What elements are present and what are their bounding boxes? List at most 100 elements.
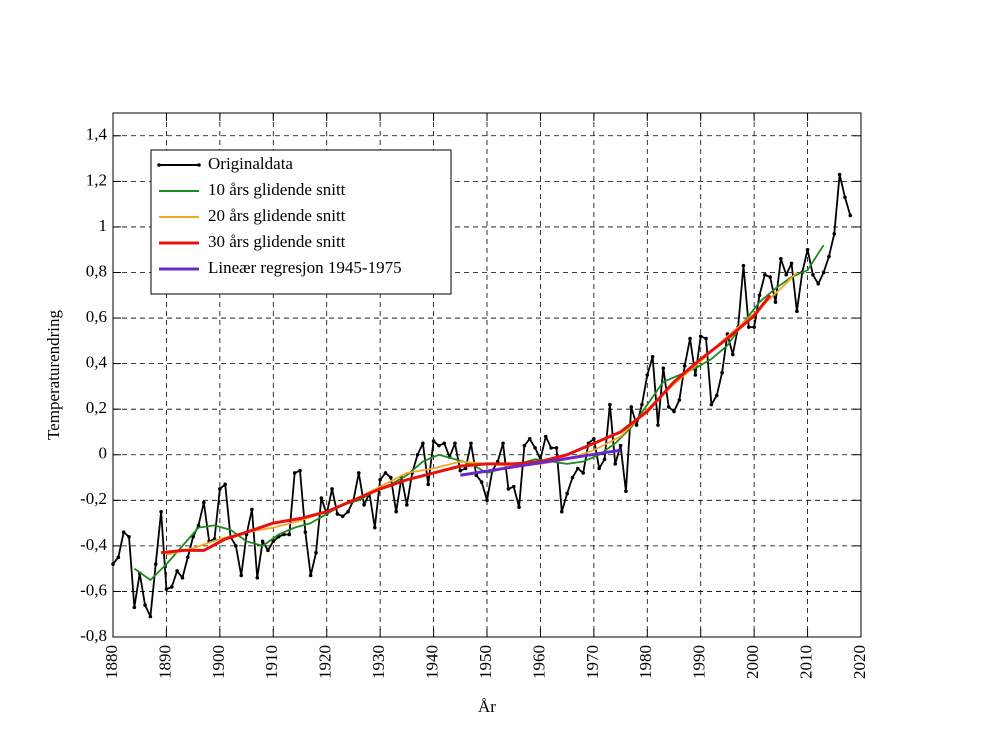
data-point xyxy=(223,482,227,487)
data-point xyxy=(153,562,158,566)
legend-label: Lineær regresjon 1945-1975 xyxy=(208,258,402,277)
data-point xyxy=(116,555,121,560)
data-point xyxy=(832,231,837,236)
data-point xyxy=(688,336,692,341)
data-point xyxy=(143,603,147,607)
data-point xyxy=(533,446,537,450)
legend-label: 20 års glidende snitt xyxy=(208,206,346,225)
data-point xyxy=(260,539,265,544)
data-point xyxy=(768,275,772,279)
data-point xyxy=(148,614,153,619)
data-point xyxy=(805,247,810,252)
series-line xyxy=(160,294,772,555)
y-tick-label: 0 xyxy=(99,444,108,463)
data-point xyxy=(485,498,489,503)
x-tick-label: 1910 xyxy=(262,645,281,679)
legend-box xyxy=(150,149,452,295)
data-point xyxy=(469,441,473,446)
data-point xyxy=(757,293,762,298)
legend-label: 30 års glidende snitt xyxy=(208,232,346,251)
data-point xyxy=(693,373,698,377)
data-point xyxy=(426,482,431,487)
data-point xyxy=(640,402,644,407)
data-point xyxy=(624,489,628,493)
y-tick-label: -0,4 xyxy=(80,535,107,554)
data-point xyxy=(816,282,821,286)
data-point xyxy=(378,478,382,482)
data-point xyxy=(811,272,815,277)
data-point xyxy=(389,475,393,480)
data-point xyxy=(752,325,756,329)
data-point xyxy=(784,272,788,277)
y-axis-label: Temperaturendring xyxy=(44,309,63,440)
data-point xyxy=(597,466,601,471)
data-point xyxy=(789,261,794,266)
data-point xyxy=(234,544,238,548)
data-point xyxy=(517,505,521,509)
data-point xyxy=(704,336,708,341)
y-tick-label: 1,2 xyxy=(86,170,107,189)
data-point xyxy=(645,373,650,377)
data-point xyxy=(741,263,746,268)
data-point xyxy=(415,452,420,457)
series-line xyxy=(133,244,825,581)
data-point xyxy=(218,487,222,491)
data-point xyxy=(843,195,847,200)
x-tick-label: 2020 xyxy=(850,645,869,679)
data-point xyxy=(319,496,324,500)
data-point xyxy=(303,530,308,534)
data-point xyxy=(672,409,676,414)
data-point xyxy=(373,525,377,530)
data-point xyxy=(837,172,842,177)
data-point xyxy=(795,309,799,314)
data-point xyxy=(709,402,714,407)
data-point xyxy=(827,254,831,259)
data-point xyxy=(442,441,447,446)
data-point xyxy=(773,300,778,304)
data-point xyxy=(511,484,516,489)
data-point xyxy=(180,575,185,580)
data-point xyxy=(308,573,313,578)
x-tick-label: 2000 xyxy=(743,645,762,679)
data-point xyxy=(330,487,334,491)
legend-marker xyxy=(197,163,201,167)
data-point xyxy=(127,534,131,539)
data-point xyxy=(592,436,596,441)
data-point xyxy=(522,443,527,448)
y-tick-label: 1,4 xyxy=(86,125,108,144)
data-point xyxy=(463,466,468,471)
data-point xyxy=(453,441,457,446)
data-point xyxy=(527,436,532,441)
x-tick-label: 2010 xyxy=(796,645,815,679)
data-point xyxy=(282,532,286,537)
data-point xyxy=(271,539,276,544)
data-point xyxy=(431,439,436,443)
data-point xyxy=(629,405,634,409)
y-tick-label: 0,6 xyxy=(86,307,107,326)
data-point xyxy=(169,585,174,589)
data-point xyxy=(239,573,244,578)
plot-frame xyxy=(112,112,862,638)
data-point xyxy=(111,562,115,566)
data-point xyxy=(159,509,163,514)
data-point xyxy=(164,587,169,591)
x-tick-label: 1880 xyxy=(102,645,121,679)
y-tick-label: -0,8 xyxy=(80,626,107,645)
x-tick-label: 1980 xyxy=(636,645,655,679)
data-point xyxy=(848,213,853,218)
data-point xyxy=(437,443,441,448)
data-point xyxy=(383,471,388,475)
data-point xyxy=(570,475,575,480)
x-axis-label: År xyxy=(478,697,496,716)
data-point xyxy=(720,370,724,375)
data-point xyxy=(202,500,206,505)
data-point xyxy=(549,446,553,450)
data-point xyxy=(565,491,569,496)
y-tick-label: -0,6 xyxy=(80,580,107,599)
series-line xyxy=(460,448,621,477)
data-point xyxy=(613,462,618,466)
data-point xyxy=(661,366,666,370)
data-point xyxy=(677,398,682,402)
data-point xyxy=(362,503,366,507)
